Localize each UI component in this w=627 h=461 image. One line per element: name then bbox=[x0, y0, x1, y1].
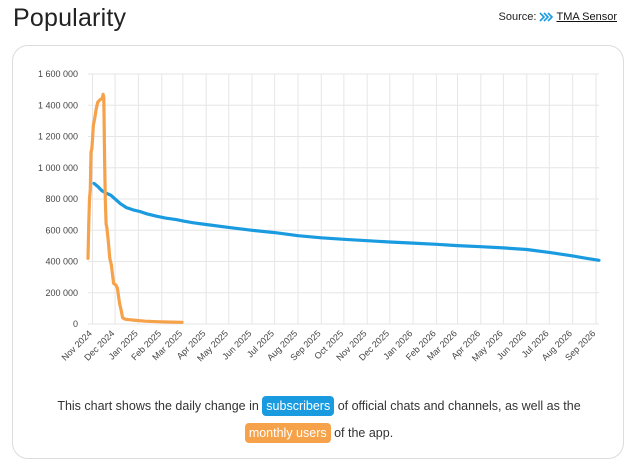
popularity-chart: 0 200 000 400 000 600 000 800 000 1 000 000 1 … bbox=[38, 69, 601, 363]
chart-caption: This chart shows the daily change in sub… bbox=[13, 393, 625, 447]
source-attribution: Source: TMA Sensor bbox=[499, 11, 617, 23]
monthly-users-series-line bbox=[86, 92, 184, 324]
caption-text-before: This chart shows the daily change in bbox=[57, 399, 259, 413]
tma-sensor-icon bbox=[539, 12, 554, 22]
source-label: Source: bbox=[498, 11, 537, 23]
subscribers-badge: subscribers bbox=[262, 396, 335, 416]
monthly-users-badge: monthly users bbox=[244, 423, 331, 443]
y-tick-label: 1 200 000 bbox=[38, 132, 78, 142]
chart-card: 0 200 000 400 000 600 000 800 000 1 000 000 1 … bbox=[12, 45, 624, 459]
caption-text-after: of the app. bbox=[334, 426, 394, 440]
source-link[interactable]: TMA Sensor bbox=[556, 11, 617, 23]
subscribers-series-line bbox=[92, 181, 601, 262]
y-tick-label: 0 bbox=[73, 319, 78, 329]
y-tick-label: 600 000 bbox=[45, 225, 78, 235]
y-tick-label: 800 000 bbox=[45, 194, 78, 204]
caption-text-middle: of official chats and channels, as well … bbox=[337, 399, 581, 413]
page-title: Popularity bbox=[13, 4, 127, 32]
y-tick-label: 1 400 000 bbox=[38, 100, 78, 110]
y-tick-label: 400 000 bbox=[45, 257, 78, 267]
y-tick-label: 200 000 bbox=[45, 288, 78, 298]
y-tick-label: 1 000 000 bbox=[38, 163, 78, 173]
y-tick-label: 1 600 000 bbox=[38, 69, 78, 79]
